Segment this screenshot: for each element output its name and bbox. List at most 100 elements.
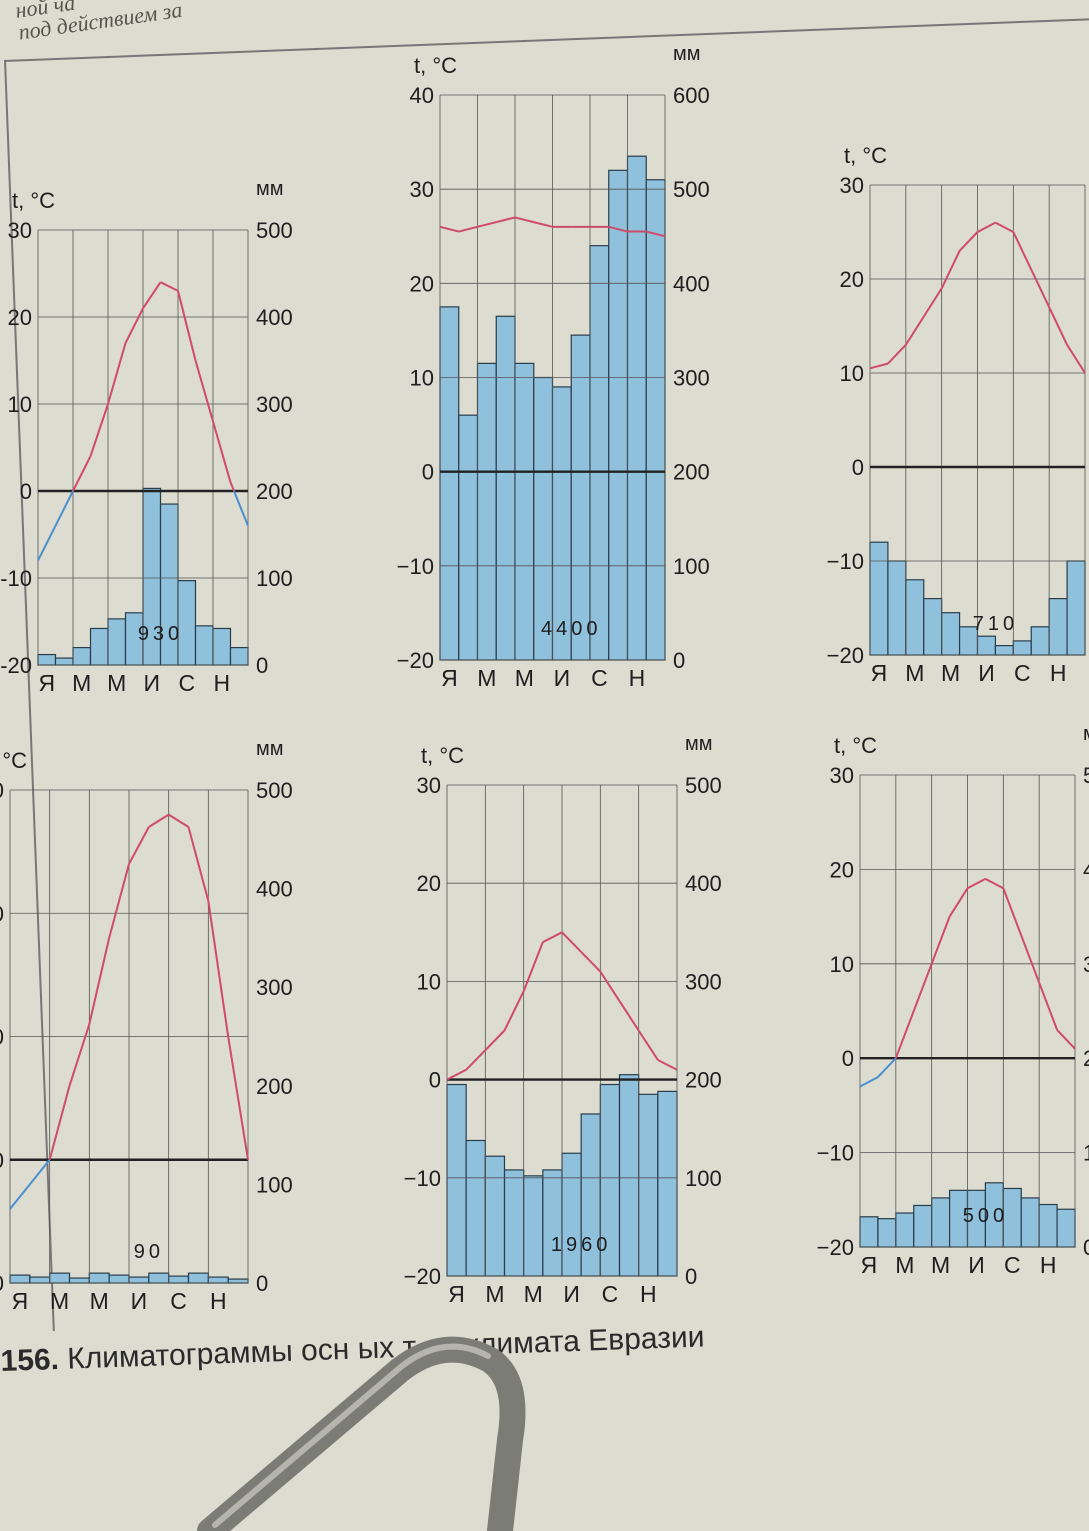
temperature-curve	[912, 963, 933, 1012]
precip-tick-label: 300	[256, 975, 293, 1000]
precip-bar	[657, 1090, 678, 1277]
temp-axis-title: t, °C	[414, 53, 457, 78]
precip-bar	[229, 646, 249, 666]
temperature-curve	[1038, 982, 1059, 1031]
precip-bar	[207, 1276, 229, 1284]
temp-tick-label: -10	[0, 566, 32, 591]
month-label: И	[968, 1252, 985, 1278]
temperature-curve	[227, 1036, 249, 1160]
precip-tick-label: 2	[1083, 1046, 1089, 1071]
temperature-curve	[439, 225, 459, 233]
precip-tick-label: 1	[1083, 1141, 1089, 1166]
temp-tick-label: 0	[0, 1148, 4, 1173]
month-label: С	[178, 670, 195, 696]
precip-bar	[29, 1276, 51, 1284]
precip-tick-label: 400	[256, 305, 293, 330]
precip-axis-title: мм	[673, 43, 701, 65]
precip-bar	[88, 1272, 110, 1284]
temperature-curve	[142, 281, 162, 309]
temperature-curve	[207, 900, 230, 1037]
month-label: И	[978, 660, 995, 686]
temperature-curve	[9, 1183, 31, 1210]
temp-tick-label: −20	[397, 648, 434, 673]
precip-tick-label: 200	[685, 1068, 722, 1093]
precip-bar	[495, 315, 516, 661]
precip-bar	[514, 362, 535, 661]
precip-tick-label: 100	[673, 554, 710, 579]
precip-bar	[913, 1204, 933, 1248]
month-label: М	[72, 670, 91, 696]
temp-axis-title: t, °C	[421, 743, 464, 768]
precip-bar	[187, 1272, 209, 1284]
precip-bar	[168, 1275, 190, 1284]
temperature-curve	[229, 481, 235, 492]
temperature-curve	[1056, 1029, 1076, 1050]
precip-bar	[570, 334, 591, 661]
precip-bar	[484, 1155, 506, 1277]
precip-bar	[68, 1277, 90, 1284]
precip-bar	[1056, 1208, 1076, 1248]
temperature-curve	[128, 826, 150, 865]
temperature-curve	[608, 225, 628, 233]
precip-bar	[618, 1074, 640, 1277]
precip-axis-title: м	[1083, 723, 1089, 745]
temp-tick-label: −10	[827, 549, 864, 574]
precip-bar	[108, 1274, 130, 1284]
month-label: Я	[861, 1252, 878, 1278]
precip-bar	[49, 1272, 71, 1284]
precip-bar	[194, 625, 214, 666]
precip-bar	[923, 597, 943, 656]
month-label: М	[941, 660, 960, 686]
temp-tick-label: 10	[0, 1025, 4, 1050]
temp-tick-label: 30	[0, 778, 4, 803]
precip-tick-label: 200	[673, 460, 710, 485]
temperature-curve	[37, 525, 57, 562]
precip-axis-title: мм	[256, 738, 284, 760]
month-label: С	[1004, 1252, 1021, 1278]
precip-tick-label: 300	[673, 366, 710, 391]
temperature-curve	[930, 916, 951, 965]
precip-bar	[446, 1083, 467, 1277]
precip-bar	[887, 560, 907, 656]
month-label: М	[477, 665, 496, 691]
precip-tick-label: 500	[673, 177, 710, 202]
temperature-curve	[503, 990, 525, 1031]
month-label: И	[563, 1281, 580, 1307]
month-label: Н	[629, 665, 646, 691]
temp-tick-label: −20	[827, 643, 864, 668]
temperature-curve	[877, 1057, 897, 1078]
temperature-curve	[869, 362, 889, 370]
precip-bar	[976, 635, 997, 656]
temp-tick-label: 0	[842, 1046, 854, 1071]
temp-tick-label: 10	[830, 952, 854, 977]
temp-tick-label: 30	[830, 763, 854, 788]
temperature-curve	[940, 250, 961, 289]
temp-tick-label: 20	[840, 267, 864, 292]
month-label: С	[170, 1288, 187, 1314]
precip-tick-label: 400	[685, 871, 722, 896]
precip-bar	[465, 1139, 486, 1277]
precip-axis-title: мм	[685, 733, 713, 755]
precip-tick-label: 5	[1083, 763, 1089, 788]
precip-bar	[503, 1169, 525, 1277]
temp-tick-label: 10	[417, 969, 441, 994]
temperature-curve	[194, 360, 214, 422]
temp-tick-label: −10	[817, 1141, 854, 1166]
temp-tick-label: 30	[417, 773, 441, 798]
temperature-curve	[1002, 887, 1023, 936]
precip-bar	[905, 579, 925, 656]
precip-axis-title: мм	[256, 178, 284, 200]
annual-precip-total: 930	[138, 623, 183, 645]
temp-tick-label: −10	[404, 1166, 441, 1191]
precip-bar	[1020, 1197, 1040, 1248]
temperature-curve	[233, 490, 249, 527]
precip-bar	[877, 1218, 897, 1248]
temperature-curve	[894, 1010, 915, 1059]
temperature-curve	[124, 307, 144, 344]
